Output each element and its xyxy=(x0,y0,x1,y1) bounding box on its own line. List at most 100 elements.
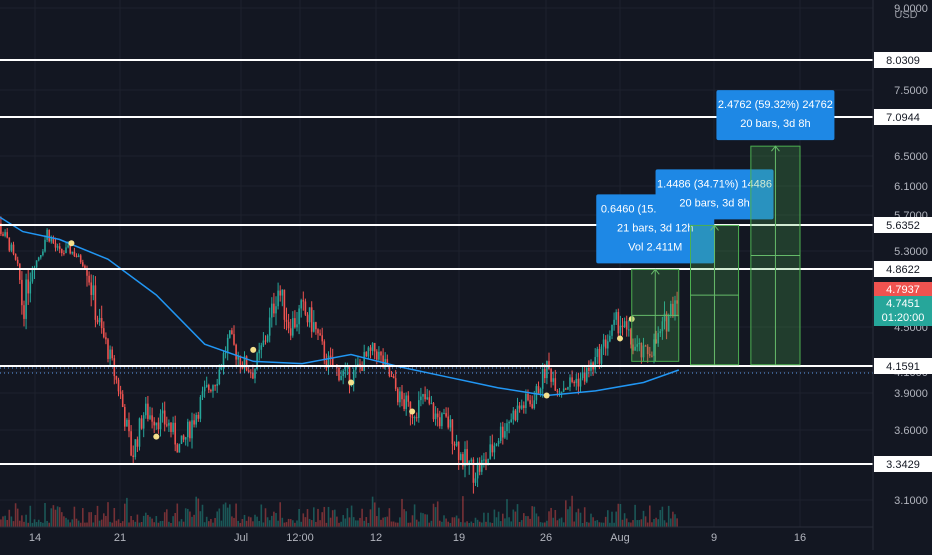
measure-label-box xyxy=(716,90,835,141)
time-tick-label: Aug xyxy=(610,532,630,544)
candle-body xyxy=(451,419,454,445)
volume-bar xyxy=(565,500,567,527)
candle-body xyxy=(271,303,273,318)
volume-bar xyxy=(628,522,630,527)
volume-bar xyxy=(432,503,435,527)
volume-bar xyxy=(151,518,153,527)
volume-bar xyxy=(483,512,485,527)
volume-bar xyxy=(252,521,254,527)
volume-bar xyxy=(149,516,151,527)
volume-bar xyxy=(344,518,347,527)
volume-bar xyxy=(541,522,544,527)
volume-bar xyxy=(163,512,166,527)
candle-body xyxy=(52,238,55,244)
candle-body xyxy=(430,403,433,405)
volume-bar xyxy=(632,520,634,527)
volume-bar xyxy=(373,502,376,527)
volume-bar xyxy=(596,520,599,527)
volume-bar xyxy=(365,517,368,527)
volume-bar xyxy=(50,508,53,527)
volume-bar xyxy=(449,522,452,527)
candle-body xyxy=(331,357,334,367)
volume-bar xyxy=(239,522,242,527)
volume-bar xyxy=(544,522,546,527)
volume-bar xyxy=(90,512,92,527)
candle-body xyxy=(447,416,449,428)
candle-body xyxy=(121,394,124,408)
candle-body xyxy=(623,321,626,328)
signal-marker xyxy=(348,379,355,386)
candle-body xyxy=(210,389,212,392)
volume-bar xyxy=(254,514,256,527)
volume-bar xyxy=(575,512,578,527)
candle-body xyxy=(340,376,342,381)
candle-layer xyxy=(0,216,678,494)
candle-body xyxy=(636,344,638,347)
volume-bar xyxy=(216,511,218,527)
candle-body xyxy=(546,361,548,379)
candle-body xyxy=(653,339,655,356)
candle-body xyxy=(235,344,237,360)
candle-body xyxy=(548,361,550,369)
volume-bar xyxy=(653,519,655,527)
candle-body xyxy=(644,345,647,347)
candle-body xyxy=(577,378,580,387)
volume-bar xyxy=(670,518,672,527)
volume-bar xyxy=(199,511,202,527)
volume-bar xyxy=(65,517,67,527)
candle-body xyxy=(231,330,233,335)
candle-body xyxy=(453,444,456,446)
volume-bar xyxy=(161,520,164,527)
volume-bar xyxy=(208,521,210,527)
volume-bar xyxy=(233,517,235,527)
candle-body xyxy=(21,279,23,306)
candle-body xyxy=(403,399,405,409)
candle-body xyxy=(69,245,71,254)
candle-body xyxy=(300,300,302,309)
measure-label-box xyxy=(655,169,774,220)
volume-bar xyxy=(327,506,330,527)
current-price-badge xyxy=(874,296,932,326)
candle-body xyxy=(163,410,166,425)
volume-bar xyxy=(159,521,162,527)
volume-bar xyxy=(262,522,265,527)
candle-body xyxy=(40,255,42,258)
volume-bar xyxy=(625,518,628,527)
candle-body xyxy=(23,305,25,319)
volume-bar xyxy=(420,512,422,527)
time-tick-label: 26 xyxy=(540,532,552,544)
level-label-value: 4.8622 xyxy=(886,264,920,276)
volume-bar xyxy=(485,521,487,527)
candle-body xyxy=(176,444,179,453)
measure-label-text: Vol 2.411M xyxy=(628,241,682,253)
volume-bar xyxy=(424,514,426,527)
volume-bar xyxy=(640,519,643,527)
candle-body xyxy=(380,351,382,356)
candle-body xyxy=(205,384,208,387)
candle-body xyxy=(199,397,202,419)
volume-bar xyxy=(8,509,11,527)
candle-body xyxy=(617,312,620,334)
volume-bar xyxy=(292,520,294,527)
candle-body xyxy=(325,360,328,368)
candle-body xyxy=(411,416,414,418)
candle-body xyxy=(399,391,401,403)
volume-bar xyxy=(468,522,470,527)
volume-bar xyxy=(79,522,82,527)
volume-bar xyxy=(430,520,433,527)
signal-marker xyxy=(543,392,550,399)
candle-body xyxy=(161,410,164,414)
volume-bar xyxy=(279,502,281,527)
candle-body xyxy=(485,459,487,466)
volume-bar xyxy=(418,521,420,527)
volume-bar xyxy=(29,505,32,527)
volume-bar xyxy=(346,508,349,527)
candle-body xyxy=(254,369,256,379)
level-label-badge xyxy=(874,261,932,277)
candle-body xyxy=(103,328,105,338)
volume-bar xyxy=(71,519,74,527)
volume-bar xyxy=(119,522,122,527)
volume-bar xyxy=(359,517,361,527)
